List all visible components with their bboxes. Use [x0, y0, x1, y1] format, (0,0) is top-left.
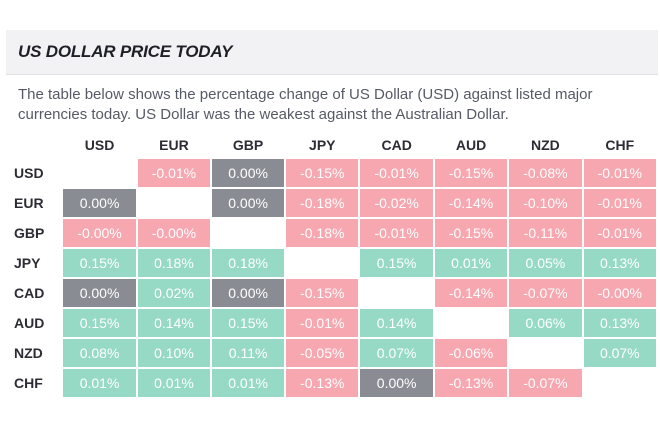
change-cell: -0.07%: [509, 279, 582, 307]
change-cell: -0.01%: [360, 219, 433, 247]
table-row: NZD 0.08% 0.10% 0.11% -0.05% 0.07% -0.06% 0.07%: [10, 339, 656, 367]
table-row: CHF 0.01% 0.01% 0.01% -0.13% 0.00% -0.13% -0.07…: [10, 369, 656, 397]
table-row: AUD 0.15% 0.14% 0.15% -0.01% 0.14% 0.06% 0.13%: [10, 309, 656, 337]
change-cell: -0.08%: [509, 159, 582, 187]
column-header: GBP: [232, 137, 264, 153]
change-cell: 0.07%: [360, 339, 433, 367]
change-cell: 0.15%: [360, 249, 433, 277]
change-cell: -0.00%: [137, 219, 211, 247]
column-header: JPY: [309, 137, 336, 153]
change-cell: 0.01%: [63, 369, 136, 397]
empty-cell: [137, 189, 211, 217]
row-header: GBP: [14, 225, 45, 241]
row-header: CHF: [14, 375, 43, 391]
change-cell: -0.10%: [509, 189, 582, 217]
empty-cell: [212, 219, 285, 247]
change-cell: -0.13%: [434, 369, 508, 397]
change-cell: -0.07%: [509, 369, 582, 397]
change-cell: -0.01%: [583, 219, 656, 247]
table-header-row: USD EUR GBP JPY CAD AUD NZD CHF: [10, 133, 656, 157]
change-cell: -0.15%: [286, 159, 359, 187]
empty-cell: [434, 309, 508, 337]
change-cell: -0.14%: [434, 279, 508, 307]
empty-cell: [360, 279, 433, 307]
table-row: JPY 0.15% 0.18% 0.18% 0.15% 0.01% 0.05% 0.13%: [10, 249, 656, 277]
change-cell: 0.00%: [212, 189, 285, 217]
change-cell: -0.15%: [434, 219, 508, 247]
column-header: USD: [84, 137, 115, 153]
card-header: US DOLLAR PRICE TODAY: [6, 30, 658, 75]
table-row: GBP -0.00% -0.00% -0.18% -0.01% -0.15% -0.11% -…: [10, 219, 656, 247]
page-title: US DOLLAR PRICE TODAY: [18, 42, 233, 61]
change-cell: -0.05%: [286, 339, 359, 367]
change-cell: 0.18%: [212, 249, 285, 277]
change-cell: 0.00%: [360, 369, 433, 397]
change-cell: -0.06%: [434, 339, 508, 367]
table-body: USD -0.01% 0.00% -0.15% -0.01% -0.15% -0.08% -0…: [10, 159, 656, 397]
change-cell: 0.06%: [509, 309, 582, 337]
column-header: CAD: [381, 137, 412, 153]
change-cell: 0.00%: [212, 159, 285, 187]
change-cell: -0.01%: [137, 159, 211, 187]
row-header: NZD: [14, 345, 43, 361]
column-header: AUD: [455, 137, 487, 153]
change-cell: -0.15%: [286, 279, 359, 307]
change-cell: 0.00%: [63, 279, 136, 307]
currency-matrix-table: USD EUR GBP JPY CAD AUD NZD CHF USD -0.01…: [8, 131, 658, 399]
change-cell: -0.01%: [360, 159, 433, 187]
change-cell: -0.00%: [583, 279, 656, 307]
column-header: NZD: [531, 137, 560, 153]
empty-cell: [583, 369, 656, 397]
table-row: CAD 0.00% 0.02% 0.00% -0.15% -0.14% -0.07% -0.0…: [10, 279, 656, 307]
row-header: AUD: [14, 315, 45, 331]
change-cell: 0.18%: [137, 249, 211, 277]
row-header: CAD: [14, 285, 45, 301]
empty-cell: [63, 159, 136, 187]
change-cell: 0.08%: [63, 339, 136, 367]
change-cell: 0.15%: [63, 249, 136, 277]
change-cell: 0.14%: [360, 309, 433, 337]
column-header: CHF: [605, 137, 635, 153]
change-cell: -0.01%: [583, 189, 656, 217]
empty-cell: [509, 339, 582, 367]
change-cell: 0.05%: [509, 249, 582, 277]
change-cell: -0.18%: [286, 219, 359, 247]
change-cell: -0.00%: [63, 219, 136, 247]
change-cell: 0.13%: [583, 309, 656, 337]
usd-price-card: US DOLLAR PRICE TODAY The table below sh…: [6, 30, 658, 399]
change-cell: -0.14%: [434, 189, 508, 217]
change-cell: 0.10%: [137, 339, 211, 367]
change-cell: -0.01%: [583, 159, 656, 187]
table-row: USD -0.01% 0.00% -0.15% -0.01% -0.15% -0.08% -0…: [10, 159, 656, 187]
change-cell: 0.00%: [212, 279, 285, 307]
change-cell: 0.11%: [212, 339, 285, 367]
change-cell: -0.11%: [509, 219, 582, 247]
empty-cell: [286, 249, 359, 277]
change-cell: 0.01%: [434, 249, 508, 277]
change-cell: -0.02%: [360, 189, 433, 217]
column-header: EUR: [159, 137, 189, 153]
change-cell: 0.01%: [212, 369, 285, 397]
table-row: EUR 0.00% 0.00% -0.18% -0.02% -0.14% -0.10% -0.…: [10, 189, 656, 217]
change-cell: 0.15%: [63, 309, 136, 337]
change-cell: 0.15%: [212, 309, 285, 337]
change-cell: -0.18%: [286, 189, 359, 217]
change-cell: 0.01%: [137, 369, 211, 397]
change-cell: 0.00%: [63, 189, 136, 217]
change-cell: 0.14%: [137, 309, 211, 337]
change-cell: -0.15%: [434, 159, 508, 187]
change-cell: 0.07%: [583, 339, 656, 367]
change-cell: 0.02%: [137, 279, 211, 307]
row-header: USD: [14, 165, 44, 181]
row-header: JPY: [14, 255, 41, 271]
row-header: EUR: [14, 195, 44, 211]
change-cell: 0.13%: [583, 249, 656, 277]
corner-cell: [10, 133, 61, 157]
description-text: The table below shows the percentage cha…: [18, 86, 593, 123]
change-cell: -0.13%: [286, 369, 359, 397]
change-cell: -0.01%: [286, 309, 359, 337]
